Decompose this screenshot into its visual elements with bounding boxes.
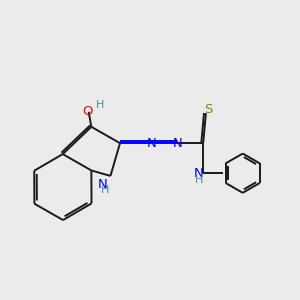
Text: N: N xyxy=(98,178,108,190)
Text: O: O xyxy=(82,105,92,118)
Text: N: N xyxy=(194,167,204,180)
Text: N: N xyxy=(172,137,182,150)
Text: H: H xyxy=(96,100,104,110)
Text: H: H xyxy=(195,175,203,185)
Text: S: S xyxy=(204,103,213,116)
Text: N: N xyxy=(146,137,156,150)
Text: H: H xyxy=(101,185,110,195)
